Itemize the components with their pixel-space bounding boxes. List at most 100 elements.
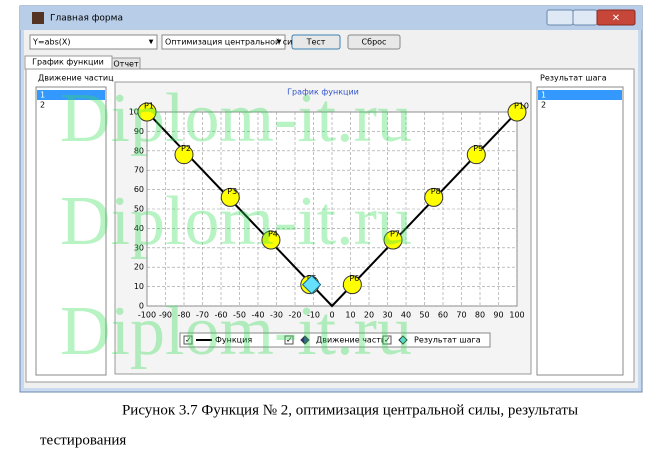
selected-row: [538, 90, 622, 100]
group-label: Движение частиц: [38, 74, 114, 83]
group-label: Результат шага: [540, 74, 607, 83]
y-tick-label: 0: [139, 302, 144, 311]
legend: [179, 332, 491, 348]
x-tick-label: 100: [509, 311, 524, 320]
legend-check: ✓: [384, 336, 391, 345]
point-label: P7: [390, 230, 400, 239]
list-item[interactable]: 2: [541, 101, 546, 110]
point-label: P2: [181, 144, 191, 153]
list-item[interactable]: 1: [541, 91, 546, 100]
caption: Рисунок 3.7 Функция № 2, оптимизация цен…: [122, 402, 578, 418]
watermark: Diplom-it.ru: [60, 80, 412, 157]
button-label: Тест: [306, 38, 326, 47]
x-tick-label: 80: [475, 311, 485, 320]
chart-title: График функции: [287, 88, 359, 97]
x-tick-label: 70: [456, 311, 466, 320]
x-tick-label: 90: [493, 311, 503, 320]
x-tick-label: 20: [364, 311, 374, 320]
minimize-button[interactable]: [546, 9, 574, 26]
particle-marker: [383, 230, 403, 250]
legend-checkbox[interactable]: [284, 335, 294, 345]
legend-swatch: [398, 335, 408, 345]
selected-row: [37, 90, 105, 100]
particle-marker: [174, 145, 194, 165]
particle-marker: [261, 230, 281, 250]
y-tick-label: 50: [134, 205, 144, 214]
combo-arrow: ▼: [277, 39, 282, 46]
legend-check: ✓: [185, 336, 192, 345]
reset-button[interactable]: [347, 34, 401, 50]
point-label: P10: [514, 102, 529, 111]
particle-marker: [424, 187, 444, 207]
x-tick-label: -30: [270, 311, 283, 320]
y-tick-label: 70: [134, 166, 144, 175]
x-tick-label: -20: [288, 311, 301, 320]
x-tick-label: -50: [233, 311, 246, 320]
legend-checkbox[interactable]: [183, 335, 193, 345]
y-tick-label: 20: [134, 263, 144, 272]
x-tick-label: -10: [307, 311, 320, 320]
result-list: [536, 86, 624, 376]
watermark: Diplom-it.ru: [60, 293, 412, 370]
function-combo-text: Y=abs(X): [32, 38, 70, 47]
caption: тестирования: [40, 432, 126, 448]
point-label: P9: [473, 144, 483, 153]
function-combo[interactable]: [29, 34, 158, 50]
x-tick-label: 50: [419, 311, 429, 320]
tab-label: Отчет: [113, 60, 139, 69]
combo-arrow: ▼: [149, 39, 154, 46]
method-combo[interactable]: [161, 34, 286, 50]
x-tick-label: 60: [438, 311, 448, 320]
list-item[interactable]: 1: [40, 91, 45, 100]
y-tick-label: 80: [134, 146, 144, 155]
title-bar: [20, 6, 642, 30]
result-marker: [301, 274, 322, 295]
point-label: P4: [268, 230, 278, 239]
x-tick-label: -60: [214, 311, 227, 320]
point-label: P8: [431, 187, 441, 196]
close-button[interactable]: [596, 9, 636, 26]
x-tick-label: -100: [138, 311, 156, 320]
legend-checkbox[interactable]: [382, 335, 392, 345]
x-tick-label: 40: [401, 311, 411, 320]
particle-marker: [220, 187, 240, 207]
x-tick-label: 0: [329, 311, 334, 320]
y-tick-label: 40: [134, 224, 144, 233]
x-tick-label: -80: [177, 311, 190, 320]
legend-label: Функция: [215, 336, 252, 345]
method-combo-text: Оптимизация центральной си: [165, 38, 292, 47]
legend-check: ✓: [286, 336, 293, 345]
particle-marker: [137, 102, 157, 122]
watermark: Diplom-it.ru: [60, 183, 412, 260]
list-item[interactable]: 2: [40, 101, 45, 110]
point-label: P6: [349, 274, 359, 283]
x-tick-label: 30: [382, 311, 392, 320]
app-icon: [32, 12, 44, 24]
legend-label: Движение частиц: [316, 336, 392, 345]
particle-marker: [507, 102, 527, 122]
tab-label: График функции: [32, 58, 104, 67]
x-tick-label: 10: [345, 311, 355, 320]
window-title: Главная форма: [50, 14, 123, 24]
x-tick-label: -70: [196, 311, 209, 320]
particle-marker: [466, 145, 486, 165]
y-tick-label: 30: [134, 243, 144, 252]
legend-swatch: [300, 335, 310, 345]
close-icon: ✕: [612, 13, 620, 24]
particle-list: [35, 86, 107, 376]
y-tick-label: 60: [134, 185, 144, 194]
y-tick-label: 100: [129, 108, 144, 117]
legend-label: Результат шага: [414, 336, 481, 345]
x-tick-label: -90: [159, 311, 172, 320]
y-tick-label: 10: [134, 282, 144, 291]
point-label: P1: [144, 102, 154, 111]
particle-marker: [342, 275, 362, 295]
y-tick-label: 90: [134, 127, 144, 136]
point-label: P3: [227, 187, 237, 196]
function-line: [146, 111, 518, 308]
test-button[interactable]: [291, 34, 341, 50]
maximize-button[interactable]: [572, 9, 598, 26]
x-tick-label: -40: [251, 311, 264, 320]
button-label: Сброс: [362, 38, 387, 47]
